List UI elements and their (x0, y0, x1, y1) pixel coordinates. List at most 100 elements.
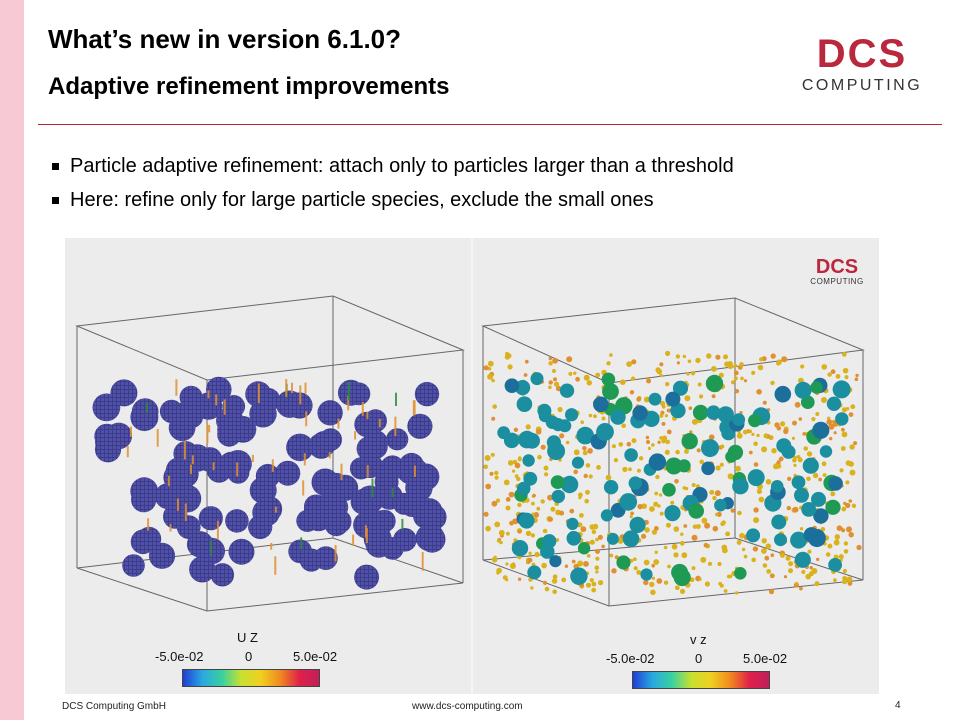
colorbar-max-label: 5.0e-02 (293, 649, 338, 664)
voxel-particle (276, 390, 304, 418)
small-particle (848, 412, 854, 417)
large-particle (503, 432, 520, 449)
logo-top-text: DCS (817, 34, 907, 76)
large-particle (781, 444, 796, 459)
colorbar-gradient (182, 669, 320, 687)
small-particle (503, 479, 510, 486)
small-particle (706, 353, 712, 359)
small-particle (770, 353, 776, 359)
small-particle (557, 406, 563, 413)
small-particle (822, 473, 827, 477)
small-particle (688, 406, 693, 410)
small-particle (811, 568, 818, 574)
large-particles (497, 372, 851, 587)
small-particle (659, 373, 663, 378)
small-particle (821, 364, 828, 370)
small-particle (651, 576, 655, 580)
small-particle (629, 515, 633, 519)
voxel-particle (386, 428, 409, 451)
large-particle (791, 475, 806, 490)
refinement-cell (361, 401, 364, 416)
small-particle (739, 362, 744, 367)
small-particle (530, 533, 535, 538)
small-particle (547, 494, 554, 501)
small-particle (788, 568, 793, 574)
small-particle (585, 489, 590, 495)
small-particle (761, 548, 767, 554)
refinement-cell (212, 462, 215, 471)
small-particle (487, 373, 494, 380)
small-particle (670, 500, 675, 505)
small-particle (715, 465, 721, 471)
small-particle (630, 376, 636, 381)
large-particle (671, 563, 689, 581)
small-particle (542, 528, 548, 534)
small-particle (569, 508, 575, 514)
large-particle (794, 551, 811, 568)
small-particle (659, 436, 663, 440)
small-particle (841, 351, 847, 357)
small-particle (544, 586, 550, 592)
small-particle (740, 376, 744, 381)
small-particle (695, 357, 701, 364)
small-particle (697, 382, 702, 387)
large-particle (606, 532, 619, 545)
small-particle (595, 537, 599, 542)
small-particle (650, 589, 656, 596)
small-particle (811, 417, 816, 422)
small-particle (827, 372, 832, 377)
voxel-particle (349, 457, 373, 480)
small-particle (565, 440, 570, 445)
small-particle (711, 394, 716, 399)
large-particle (516, 481, 531, 496)
large-particle (835, 412, 849, 426)
small-particle (638, 456, 644, 461)
small-particle (806, 451, 813, 457)
small-particle (698, 577, 702, 581)
small-particle (689, 577, 695, 583)
small-particle (661, 438, 666, 444)
large-particle (518, 430, 536, 449)
small-particle (544, 472, 549, 477)
colorbar-mid-label: 0 (695, 651, 703, 666)
small-particle (835, 538, 839, 543)
large-particle (527, 565, 542, 580)
small-particle (541, 562, 547, 569)
small-particle (762, 400, 767, 405)
large-particle (566, 517, 579, 530)
small-particle (534, 551, 540, 558)
small-particle (733, 370, 739, 376)
small-particle (724, 361, 730, 367)
small-particle (805, 573, 811, 580)
small-particle (776, 460, 781, 465)
large-particle (516, 396, 533, 412)
small-particle (691, 418, 698, 425)
large-particle (770, 480, 784, 493)
small-particle (752, 546, 759, 552)
small-particle (588, 413, 593, 418)
small-particle (548, 361, 553, 366)
refinement-cell (304, 382, 307, 394)
small-particle (664, 449, 670, 455)
large-particle (725, 450, 738, 463)
small-particle (773, 463, 779, 470)
small-particle (692, 524, 698, 529)
small-particle (728, 574, 733, 579)
refinement-cell (391, 488, 394, 498)
small-particle (718, 581, 723, 586)
voxel-particle (353, 511, 381, 539)
voxel-particle (393, 528, 417, 552)
small-particle (753, 517, 760, 524)
small-particle (646, 440, 650, 444)
small-particle (686, 372, 690, 376)
small-particle (780, 421, 786, 427)
small-particle (843, 501, 847, 506)
small-particle (785, 555, 791, 561)
small-particle (818, 477, 822, 482)
large-particle (828, 476, 843, 491)
bullet-item: Here: refine only for large particle spe… (48, 187, 734, 213)
small-particle (839, 468, 844, 473)
small-particle (751, 370, 756, 375)
large-particle (774, 533, 787, 547)
small-particle (651, 443, 655, 447)
